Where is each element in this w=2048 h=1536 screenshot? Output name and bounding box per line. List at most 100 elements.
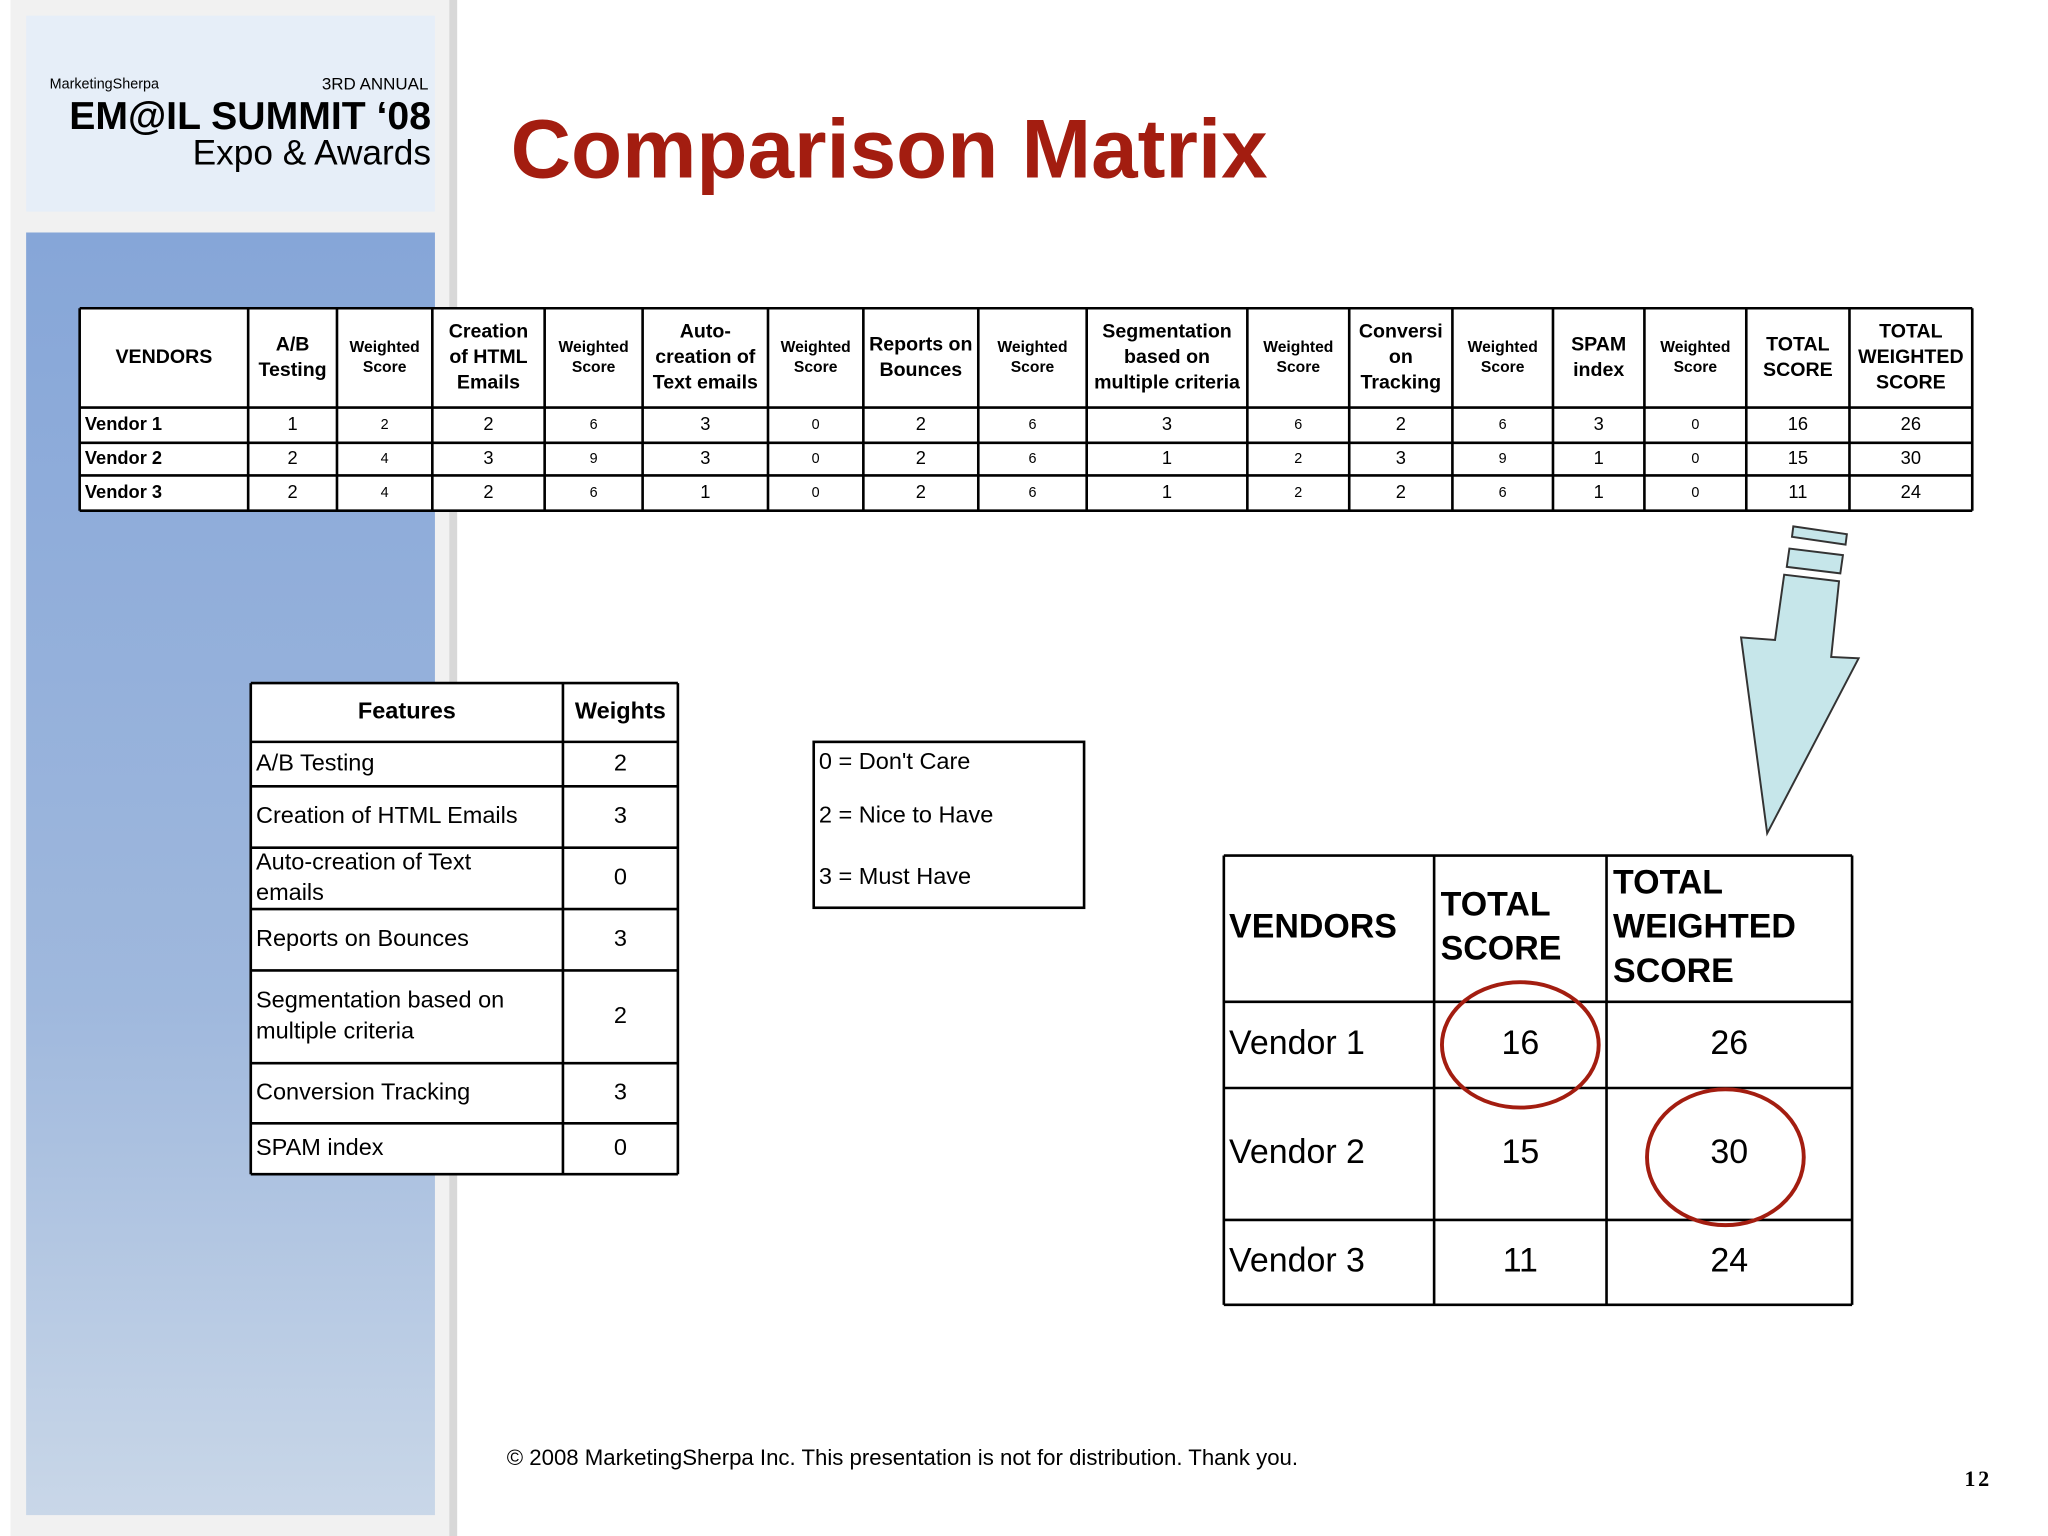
- matrix-cell: 6: [1499, 485, 1507, 501]
- features-cell: Auto-creation of Text: [256, 848, 472, 874]
- summary-cell: 11: [1503, 1241, 1538, 1279]
- matrix-cell: 1: [1594, 481, 1604, 502]
- legend-box: [812, 740, 1086, 910]
- summary-cell: Vendor 1: [1229, 1024, 1365, 1062]
- features-cell: Creation of HTML Emails: [256, 802, 518, 828]
- matrix-header: index: [1573, 359, 1624, 381]
- logo-brand: MarketingSherpa: [50, 77, 159, 93]
- matrix-cell: 2: [483, 413, 493, 434]
- matrix-header: Score: [1481, 359, 1525, 376]
- matrix-header: Segmentation: [1102, 321, 1231, 343]
- matrix-cell: 1: [1594, 447, 1604, 468]
- features-cell: emails: [256, 879, 324, 905]
- features-header: Features: [358, 698, 456, 724]
- matrix-cell: 0: [1691, 417, 1699, 433]
- matrix-cell: 2: [916, 447, 926, 468]
- matrix-header: Weighted: [1468, 339, 1538, 356]
- matrix-cell: 3: [1162, 413, 1172, 434]
- summary-header: VENDORS: [1229, 908, 1397, 946]
- footer: © 2008 MarketingSherpa Inc. This present…: [507, 1445, 1298, 1470]
- matrix-cell: 0: [812, 417, 820, 433]
- matrix-cell: 0: [1691, 451, 1699, 467]
- summary-cell: Vendor 3: [1229, 1241, 1365, 1279]
- matrix-cell: 11: [1788, 481, 1807, 502]
- matrix-cell: 6: [1028, 451, 1036, 467]
- matrix-cell: 3: [1594, 413, 1604, 434]
- matrix-cell: 3: [700, 413, 710, 434]
- matrix-cell: 1: [1162, 481, 1172, 502]
- matrix-header: TOTAL: [1766, 333, 1829, 355]
- matrix-cell: 1: [287, 413, 297, 434]
- matrix-cell: 0: [812, 451, 820, 467]
- matrix-header: Tracking: [1361, 372, 1442, 394]
- matrix-cell: 2: [916, 481, 926, 502]
- logo-event: EM@IL SUMMIT ‘08: [69, 95, 431, 138]
- matrix-cell: 2: [1294, 485, 1302, 501]
- matrix-header: multiple criteria: [1094, 372, 1241, 394]
- matrix-header: VENDORS: [116, 346, 213, 368]
- title: Comparison Matrix: [511, 102, 1268, 196]
- matrix-header: Bounces: [879, 359, 962, 381]
- matrix-header: Testing: [258, 359, 326, 381]
- matrix-header: TOTAL: [1879, 321, 1942, 343]
- matrix-cell: 6: [1028, 485, 1036, 501]
- matrix-header: Text emails: [653, 372, 758, 394]
- matrix-header: Conversi: [1359, 321, 1443, 343]
- matrix-header: SCORE: [1763, 359, 1833, 381]
- features-cell: 0: [614, 1134, 627, 1160]
- summary-cell: 26: [1710, 1024, 1748, 1062]
- legend-item: 3 = Must Have: [819, 863, 971, 889]
- highlight-circle: [1645, 1087, 1806, 1228]
- matrix-header: creation of: [655, 346, 756, 368]
- summary-cell: Vendor 2: [1229, 1133, 1365, 1171]
- matrix-header: Creation: [449, 321, 528, 343]
- summary-bg: [1223, 855, 1853, 1305]
- matrix-cell: Vendor 2: [85, 447, 162, 468]
- matrix-header: Weighted: [350, 339, 420, 356]
- features-header: Weights: [575, 698, 666, 724]
- matrix-cell: 30: [1901, 447, 1921, 468]
- matrix-header: Emails: [457, 372, 520, 394]
- features-cell: 3: [614, 925, 627, 951]
- matrix-cell: 4: [381, 485, 389, 501]
- logo-edition: 3RD ANNUAL: [322, 74, 429, 93]
- matrix-cell: 9: [590, 451, 598, 467]
- matrix-cell: 26: [1901, 413, 1921, 434]
- matrix-header: WEIGHTED: [1858, 346, 1964, 368]
- matrix-header: SPAM: [1571, 333, 1626, 355]
- features-cell: SPAM index: [256, 1134, 384, 1160]
- matrix-cell: 6: [590, 485, 598, 501]
- legend-item: 0 = Don't Care: [819, 748, 970, 774]
- matrix-cell: 0: [812, 485, 820, 501]
- matrix-header: Weighted: [781, 339, 851, 356]
- matrix-cell: 6: [1499, 417, 1507, 433]
- summary-cell: 16: [1501, 1024, 1539, 1062]
- matrix-cell: 2: [483, 481, 493, 502]
- matrix-header: Reports on: [869, 333, 972, 355]
- features-cell: Segmentation based on: [256, 987, 504, 1013]
- matrix-header: Score: [794, 359, 838, 376]
- matrix-header: based on: [1124, 346, 1210, 368]
- matrix-header: Score: [572, 359, 616, 376]
- matrix-header: Weighted: [559, 339, 629, 356]
- matrix-cell: 6: [1028, 417, 1036, 433]
- matrix-cell: 0: [1691, 485, 1699, 501]
- arrow: [1739, 525, 1861, 837]
- matrix-cell: Vendor 3: [85, 481, 162, 502]
- matrix-cell: 2: [287, 481, 297, 502]
- matrix-cell: 6: [1294, 417, 1302, 433]
- highlight-circle: [1439, 980, 1601, 1110]
- matrix-header: Auto-: [680, 321, 731, 343]
- summary-cell: 15: [1501, 1133, 1539, 1171]
- matrix-header: Score: [1277, 359, 1321, 376]
- matrix-cell: 1: [1162, 447, 1172, 468]
- matrix-header: on: [1389, 346, 1413, 368]
- features-cell: multiple criteria: [256, 1017, 415, 1043]
- features-cell: Conversion Tracking: [256, 1078, 470, 1104]
- matrix-cell: 1: [700, 481, 710, 502]
- features-cell: 2: [614, 1002, 627, 1028]
- matrix-cell: 3: [700, 447, 710, 468]
- features-cell: 2: [614, 749, 627, 775]
- matrix-cell: 2: [381, 417, 389, 433]
